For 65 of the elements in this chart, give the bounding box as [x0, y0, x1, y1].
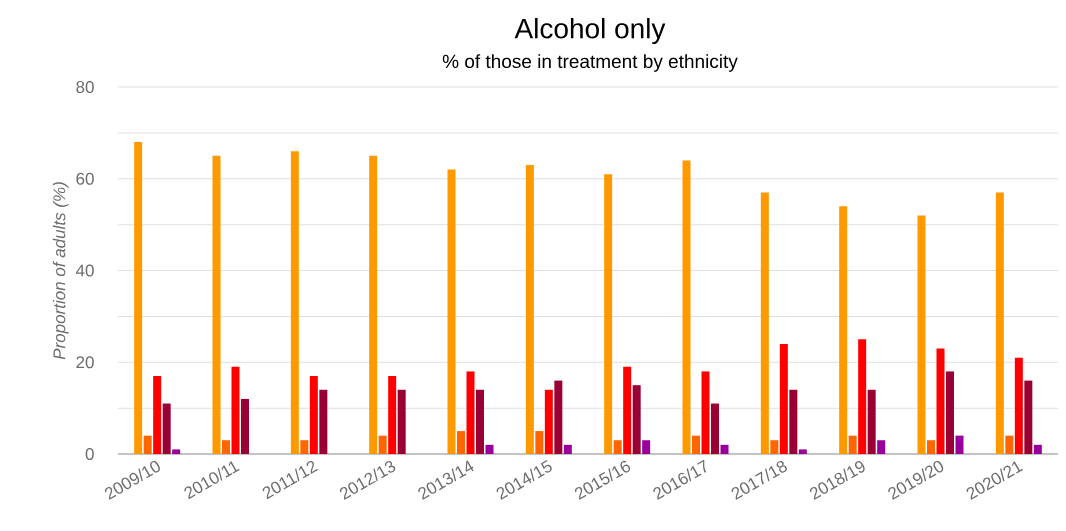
bar: [613, 440, 622, 454]
bar: [290, 151, 299, 454]
bar: [789, 389, 798, 454]
bar: [378, 435, 387, 454]
bar: [867, 389, 876, 454]
bar: [300, 440, 309, 454]
bar: [447, 169, 456, 454]
bar: [476, 389, 484, 454]
bar: [632, 385, 641, 454]
y-axis-title: Proportion of adults (%): [52, 182, 69, 360]
bar: [839, 206, 848, 454]
bar: [936, 348, 945, 454]
bar: [231, 366, 240, 454]
bar: [525, 164, 534, 454]
y-tick-label: 60: [76, 172, 94, 185]
bar: [604, 174, 613, 454]
bar: [720, 444, 729, 454]
bar: [153, 376, 162, 454]
bar: [369, 155, 378, 454]
bar: [877, 440, 886, 454]
bar: [143, 435, 152, 454]
bar: [1024, 380, 1033, 454]
bar: [1014, 357, 1023, 454]
y-tick-label: 20: [76, 356, 94, 369]
bar: [222, 440, 230, 454]
bar: [858, 339, 867, 454]
bar: [319, 389, 328, 454]
bar: [544, 389, 553, 454]
chart-subtitle: % of those in treatment by ethnicity: [442, 54, 738, 72]
bar: [1005, 435, 1014, 454]
bar: [309, 376, 318, 454]
bar: [212, 155, 221, 454]
bar: [388, 376, 397, 454]
bar: [946, 371, 955, 454]
bar: [535, 431, 544, 454]
bar: [917, 215, 926, 454]
bar: [798, 449, 807, 454]
bar: [623, 366, 632, 454]
y-tick-label: 40: [75, 264, 94, 277]
bar: [642, 440, 651, 454]
bar: [172, 449, 181, 454]
bar: [692, 435, 700, 454]
bar: [554, 380, 563, 454]
y-tick-label: 80: [76, 80, 94, 94]
bar: [711, 403, 719, 454]
bar: [466, 371, 475, 454]
bar: [701, 371, 710, 454]
bar: [779, 343, 788, 454]
bar: [485, 444, 494, 454]
bar: [241, 398, 249, 454]
chart-title: Alcohol only: [514, 17, 666, 45]
bar: [760, 192, 769, 454]
bar: [457, 431, 465, 454]
bar: [162, 403, 171, 454]
y-tick-label: 0: [85, 447, 94, 461]
bar: [134, 142, 143, 454]
bar: [770, 440, 779, 454]
bar: [563, 444, 572, 454]
bar: [955, 435, 964, 454]
bar: [1033, 444, 1042, 454]
bar: [682, 160, 691, 454]
bar: [848, 435, 857, 454]
bar: [927, 440, 935, 454]
bar: [995, 192, 1004, 454]
bar: [397, 389, 406, 454]
